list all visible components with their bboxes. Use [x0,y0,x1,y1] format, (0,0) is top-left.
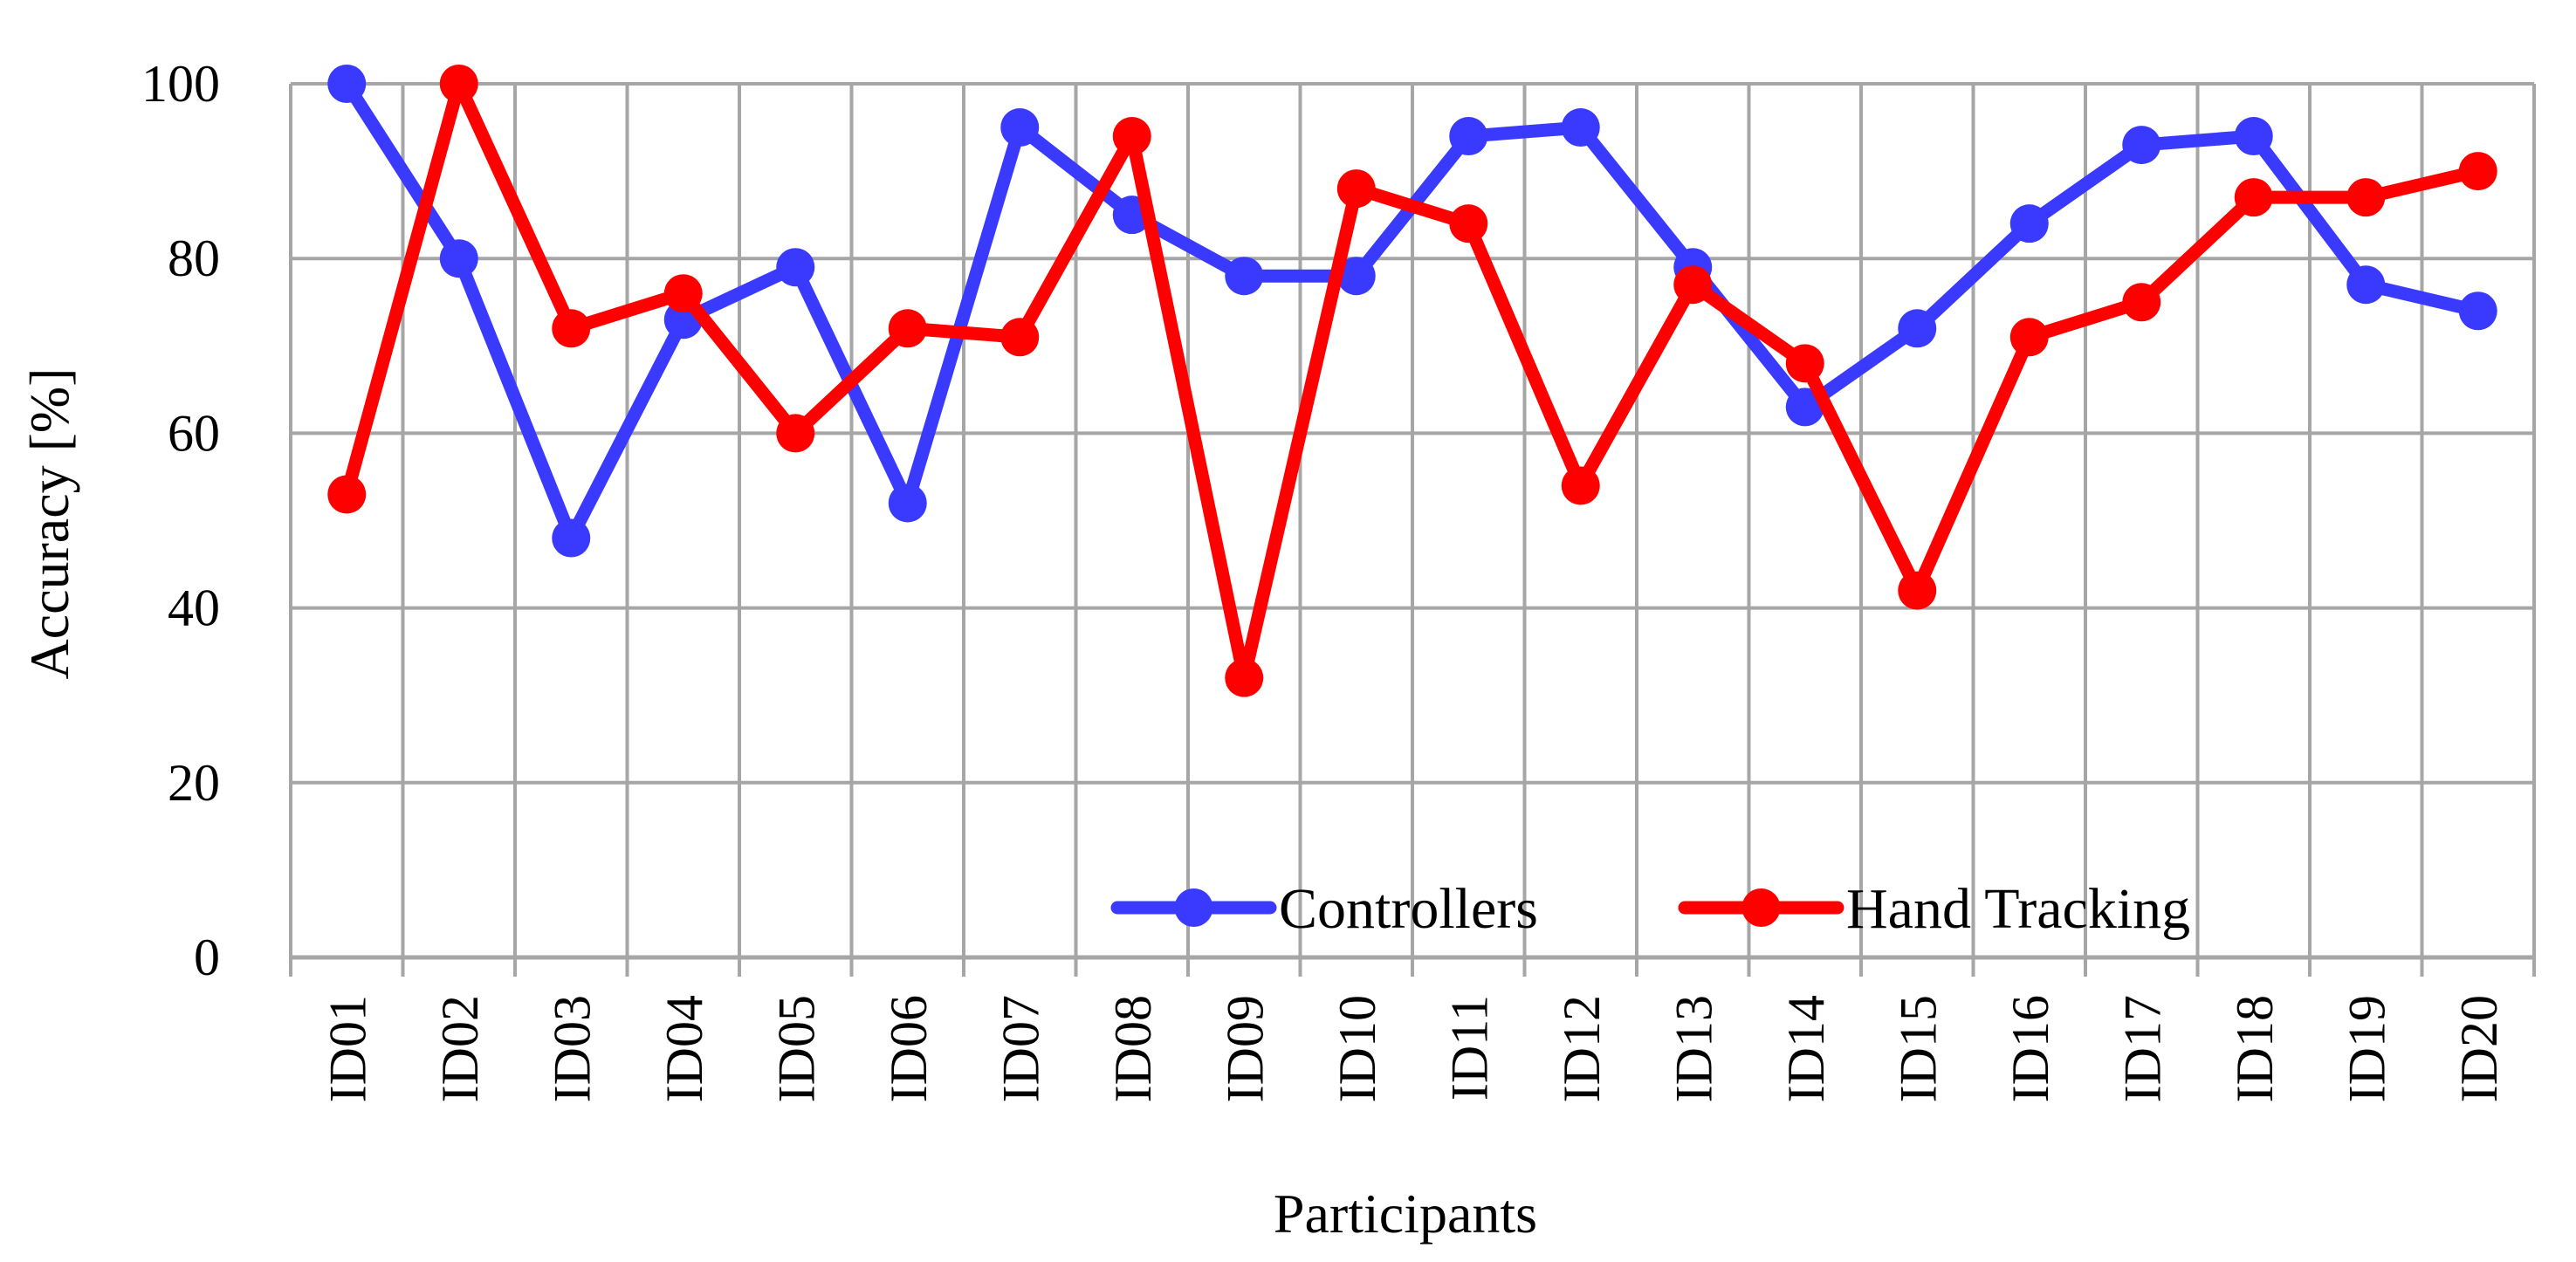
series-layer [327,65,2497,697]
data-point [1000,318,1040,357]
data-point [2458,152,2497,191]
data-point [327,475,367,514]
legend-label: Hand Tracking [1846,877,2190,941]
x-tick-label: ID12 [1553,995,1611,1102]
x-tick-label: ID08 [1104,995,1162,1102]
data-point [888,484,927,523]
data-point [2234,178,2273,217]
x-tick-label: ID16 [2002,995,2059,1102]
y-tick-label: 0 [194,929,220,986]
x-tick-label: ID09 [1216,995,1274,1102]
y-tick-label: 20 [168,754,220,812]
series-line [340,77,2485,685]
legend: Controllers Hand Tracking [1110,877,2190,941]
data-point [776,414,815,453]
legend-swatch-marker [1174,888,1213,927]
x-tick-label: ID02 [431,995,489,1102]
x-tick-label: ID06 [880,995,938,1102]
y-tick-label: 80 [168,230,220,287]
data-point [2346,178,2386,217]
data-point [776,248,815,287]
x-tick-label: ID07 [992,995,1049,1102]
data-point [1225,658,1264,697]
x-tick-label: ID05 [767,995,825,1102]
data-point [1449,204,1488,243]
data-point [2009,204,2049,243]
data-point [327,65,367,103]
data-point [552,309,591,348]
data-point [2009,318,2049,357]
data-point [663,274,703,313]
data-point [1673,265,1713,305]
legend-item: Controllers [1110,877,1538,941]
data-point [2122,126,2161,165]
legend-item: Hand Tracking [1678,877,2190,941]
data-point [1898,309,1937,348]
data-point [2346,265,2386,305]
data-point [2458,291,2497,331]
data-point [1225,257,1264,296]
x-tick-label: ID20 [2450,995,2508,1102]
x-axis-title: Participants [1274,1183,1537,1245]
x-tick-label: ID01 [319,995,376,1102]
y-tick-label: 40 [168,580,220,637]
data-point [439,239,478,278]
data-point [1336,257,1376,296]
grid [289,82,2536,977]
data-point [888,309,927,348]
y-axis-ticks: 0 20 40 60 80 100 [141,55,220,986]
x-axis-ticks: ID01 ID02 ID03 ID04 ID05 ID06 ID07 ID08 ID09 ID10… [319,995,2508,1102]
data-point [552,518,591,558]
data-point [1561,108,1600,147]
data-point [1336,169,1376,209]
x-tick-label: ID13 [1665,995,1722,1102]
data-point [1449,117,1488,156]
legend-label: Controllers [1279,877,1538,941]
data-point [439,65,478,103]
x-tick-label: ID19 [2338,995,2395,1102]
data-point [2122,283,2161,322]
data-point [1898,571,1937,610]
y-axis-title: Accuracy [%] [18,367,80,679]
y-tick-label: 60 [168,404,220,462]
x-tick-label: ID03 [543,995,601,1102]
data-point [1561,466,1600,505]
legend-swatch-marker [1741,888,1781,927]
x-tick-label: ID10 [1329,995,1386,1102]
x-tick-label: ID14 [1777,995,1835,1102]
data-point [1000,108,1040,147]
x-tick-label: ID11 [1440,995,1498,1101]
data-point [2234,117,2273,156]
x-tick-label: ID17 [2113,995,2171,1102]
data-point [1112,117,1151,156]
y-tick-label: 100 [141,55,220,113]
x-tick-label: ID18 [2226,995,2284,1102]
data-point [1785,344,1824,383]
x-tick-label: ID15 [1889,995,1947,1102]
x-tick-label: ID04 [656,995,713,1102]
series-1 [327,65,2497,697]
